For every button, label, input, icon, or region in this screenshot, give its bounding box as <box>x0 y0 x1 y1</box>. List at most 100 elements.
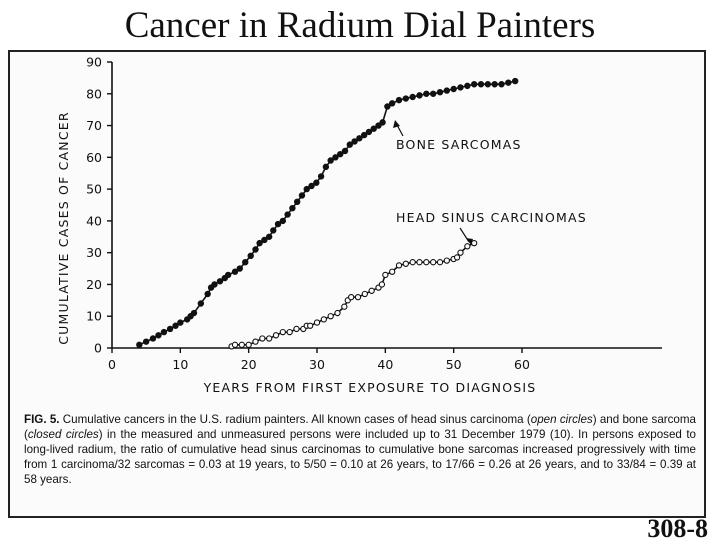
bone-sarcoma-point <box>332 154 339 161</box>
bone-sarcoma-point <box>375 122 382 129</box>
chart-axes <box>111 62 662 349</box>
bone-sarcoma-point <box>136 341 143 349</box>
bone-sarcoma-point <box>293 198 301 206</box>
bone-sarcoma-point <box>274 220 282 228</box>
head-sinus-point <box>436 259 444 266</box>
bone-sarcomas-label: BONE SARCOMAS <box>396 137 522 152</box>
bone-sarcoma-point <box>322 163 330 171</box>
caption-closed-circles: closed circles <box>27 428 99 441</box>
x-tick-label: 20 <box>241 357 257 372</box>
bone-sarcoma-point <box>236 265 243 272</box>
slide-title: Cancer in Radium Dial Painters <box>124 5 596 46</box>
bone-sarcoma-point <box>351 138 358 145</box>
head-sinus-point <box>378 281 386 288</box>
bone-sarcoma-point <box>388 100 396 107</box>
head-sinus-point <box>245 341 252 348</box>
x-tick-label: 40 <box>377 357 393 372</box>
bone-sarcoma-point <box>155 332 162 339</box>
head-sinus-point <box>430 259 437 266</box>
y-tick-label: 10 <box>86 309 102 324</box>
x-tick-label: 60 <box>514 357 530 372</box>
head-sinus-point <box>395 262 403 269</box>
bone-sarcoma-point <box>284 211 291 218</box>
bone-sarcoma-point <box>436 88 444 96</box>
bone-sarcoma-point <box>379 119 386 126</box>
bone-sarcoma-point <box>279 217 287 225</box>
bone-sarcoma-point <box>204 290 211 298</box>
head-sinus-point <box>238 341 245 348</box>
bone-sarcoma-point <box>457 84 464 91</box>
head-sinus-point <box>368 287 375 294</box>
head-sinus-point <box>279 328 286 336</box>
bone-sarcoma-point <box>409 93 416 101</box>
series-head-sinus-carcinomas <box>228 239 478 350</box>
bone-sarcoma-point <box>197 300 205 307</box>
bone-sarcoma-point <box>166 325 174 333</box>
slide-number: 308-8 <box>647 514 708 543</box>
bone-sarcoma-point <box>247 252 254 260</box>
bone-sarcoma-point <box>423 90 430 97</box>
head-sinus-point <box>259 335 266 342</box>
bone-sarcoma-point <box>242 258 249 266</box>
x-tick-label: 50 <box>446 357 462 372</box>
head-sinus-point <box>389 268 396 275</box>
bone-sarcoma-point <box>464 82 471 90</box>
bone-sarcoma-point <box>224 271 232 279</box>
bone-sarcoma-point <box>370 125 377 132</box>
head-sinus-point <box>471 239 478 247</box>
y-tick-label: 60 <box>86 150 102 165</box>
x-tick-label: 0 <box>108 357 116 372</box>
bone-sarcoma-point <box>261 236 268 244</box>
caption-text-2: ) and bone sarcoma ( <box>24 413 696 441</box>
bone-sarcoma-point <box>470 81 478 88</box>
x-tick-label: 10 <box>172 357 188 372</box>
bone-sarcoma-point <box>450 85 457 93</box>
bone-sarcoma-point <box>511 77 519 85</box>
head-sinus-point <box>320 316 327 323</box>
bone-sarcoma-point <box>216 278 224 285</box>
bone-sarcoma-point <box>505 79 512 86</box>
bone-sarcoma-point <box>149 335 157 342</box>
bone-sarcoma-point <box>341 147 349 155</box>
caption-text-3: ) in the measured and unmeasured persons… <box>24 428 696 486</box>
bone-sarcoma-point <box>298 192 306 199</box>
head-sinus-point <box>382 271 389 279</box>
head-sinus-point <box>334 309 341 317</box>
caption-fig-number: FIG. 5. <box>24 413 60 426</box>
y-tick-label: 30 <box>86 245 102 260</box>
y-axis-label: CUMULATIVE CASES OF CANCER <box>56 111 71 345</box>
y-tick-label: 90 <box>86 55 102 70</box>
head-sinus-point <box>409 259 416 266</box>
bone-sarcoma-point <box>317 173 325 180</box>
bone-sarcoma-point <box>308 182 315 190</box>
bone-sarcoma-point <box>252 246 259 253</box>
head-sinus-point <box>416 259 423 266</box>
bone-sarcoma-point <box>491 81 498 88</box>
bone-sarcoma-point <box>142 338 150 345</box>
bone-sarcoma-point <box>416 92 423 99</box>
head-sinus-point <box>354 294 362 301</box>
bone-sarcoma-point <box>356 135 363 142</box>
head-sinus-point <box>266 335 273 342</box>
head-sinus-point <box>464 243 471 250</box>
head-sinus-point <box>286 328 293 336</box>
x-axis-label: YEARS FROM FIRST EXPOSURE TO DIAGNOSIS <box>203 380 537 395</box>
bone-sarcoma-point <box>256 239 263 247</box>
bone-sarcoma-point <box>231 268 239 275</box>
caption-open-circles: open circles <box>530 413 593 426</box>
bone-sarcoma-point <box>172 322 179 329</box>
cumulative-cancer-chart: 0 10 20 30 40 50 60 0 10 20 30 40 50 60 70 80 90 YEARS … <box>56 55 662 395</box>
caption-text-1: Cumulative cancers in the U.S. radium pa… <box>59 413 531 426</box>
bone-sarcoma-point <box>211 281 218 288</box>
bone-sarcoma-point <box>484 81 492 88</box>
head-sinus-arrowhead <box>466 238 473 245</box>
bone-sarcoma-point <box>337 150 344 158</box>
head-sinus-point <box>313 319 321 326</box>
head-sinus-point <box>307 322 314 329</box>
bone-sarcoma-point <box>289 204 296 212</box>
y-ticks: 0 10 20 30 40 50 60 70 80 90 <box>86 55 112 356</box>
bone-sarcoma-point <box>270 227 277 234</box>
bone-sarcoma-point <box>160 328 168 336</box>
x-ticks: 0 10 20 30 40 50 60 <box>108 348 530 372</box>
y-tick-label: 80 <box>86 86 102 101</box>
